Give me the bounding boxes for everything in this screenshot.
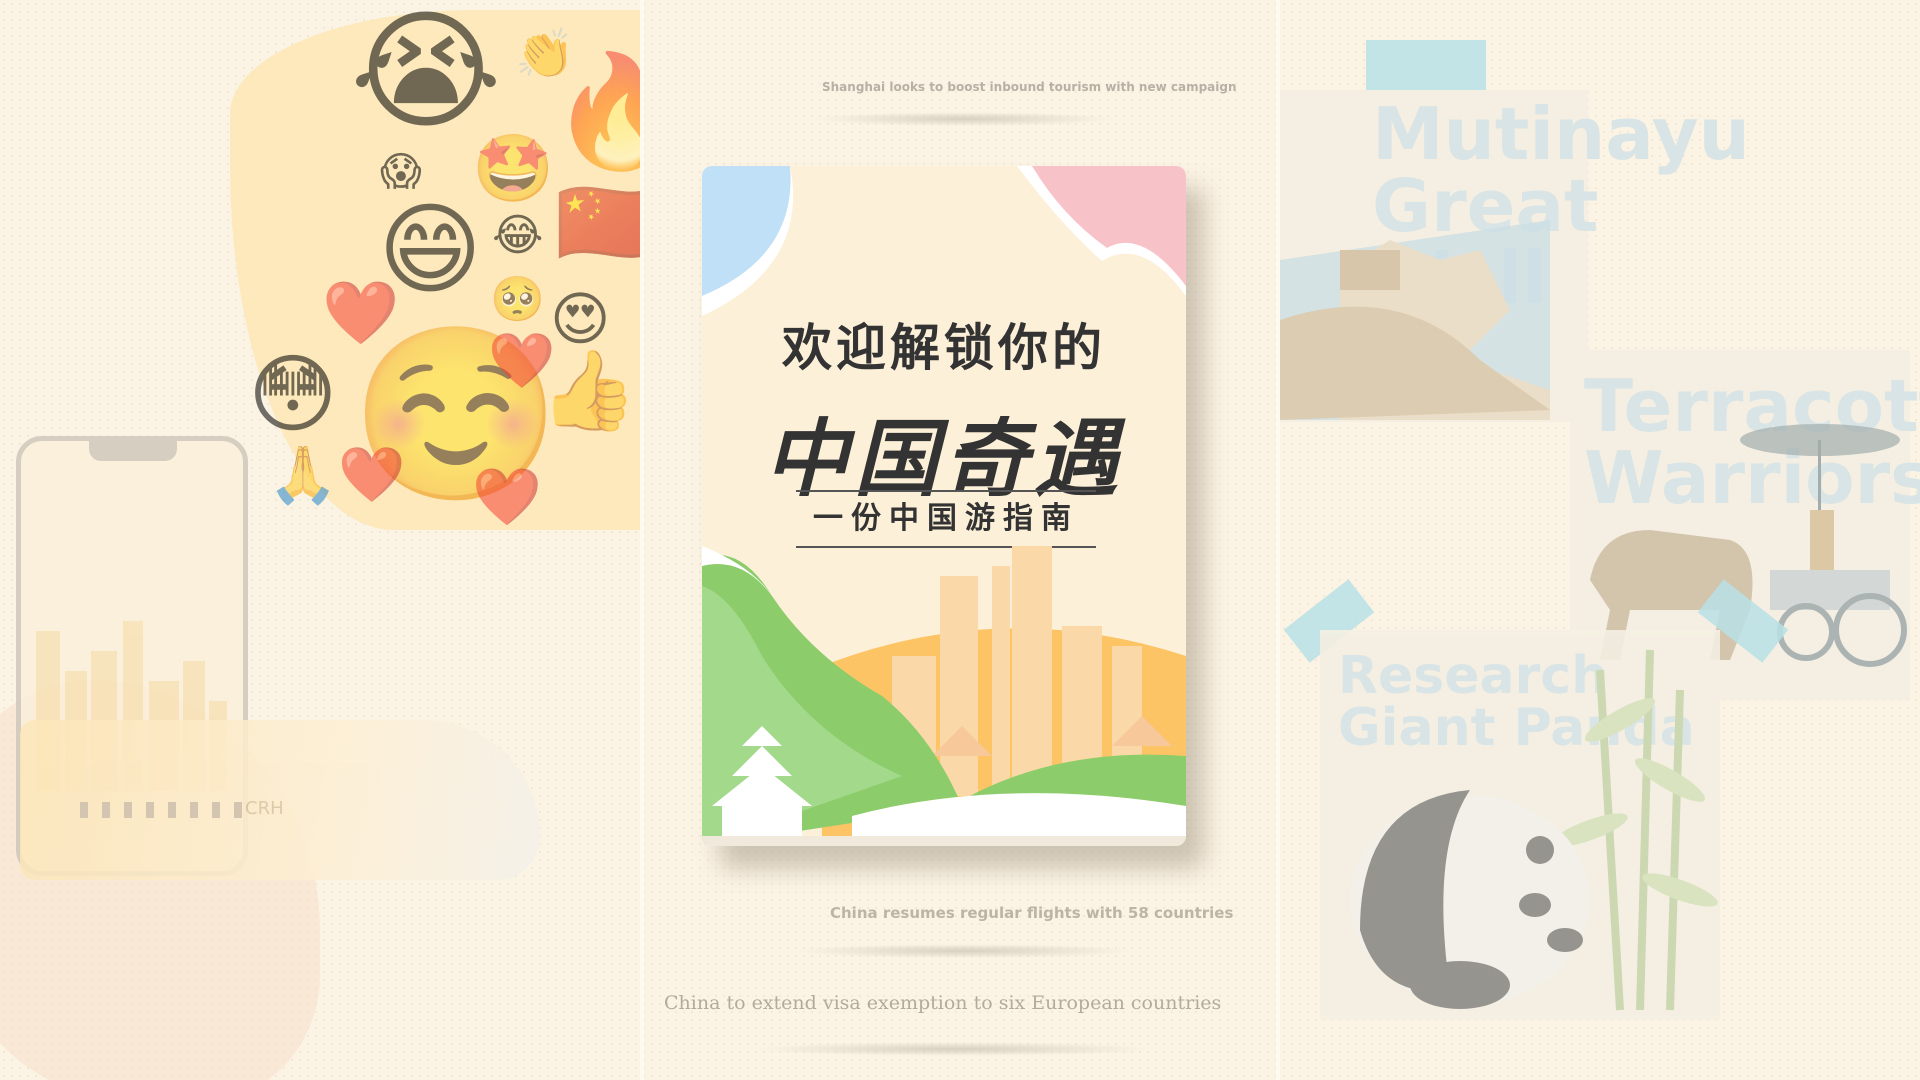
china-flag-emoji: 🇨🇳: [555, 173, 640, 271]
emoji-cloud: [230, 10, 640, 530]
flushed-emoji: 😳: [248, 345, 338, 445]
heart-eyes-emoji: 😍: [550, 285, 611, 353]
heart-emoji: ❤️: [488, 329, 556, 392]
guide-book-cover[interactable]: 欢迎解锁你的 中国奇遇 一份中国游指南: [702, 166, 1186, 846]
caption-shadow: [814, 112, 1114, 126]
panda-illustration: [1350, 649, 1718, 1011]
book-corner-shapes: [702, 166, 1186, 316]
caption-visa-exemption: China to extend visa exemption to six Eu…: [664, 992, 1222, 1014]
book-landscape-illustration: [702, 546, 1186, 846]
smiling-emoji: ☺️: [350, 316, 562, 514]
divider-right: [1276, 0, 1280, 1080]
center-panel: Shanghai looks to boost inbound tourism …: [644, 0, 1276, 1080]
fire-emoji: 🔥: [550, 47, 640, 175]
pray-emoji: 🙏: [268, 443, 338, 508]
train-illustration: CRH: [20, 720, 540, 880]
crying-emoji: 😭: [350, 0, 502, 147]
great-wall-card: Mutinayu Great Wall: [1280, 90, 1750, 422]
train-label: CRH: [245, 798, 284, 819]
pleading-emoji: 🥺: [490, 274, 545, 325]
caption-shadow: [794, 944, 1134, 958]
caption-shanghai-tourism: Shanghai looks to boost inbound tourism …: [822, 80, 1237, 94]
thumbs-up-emoji: 👍: [540, 346, 638, 436]
caption-flights: China resumes regular flights with 58 co…: [830, 904, 1234, 922]
caption-shadow: [754, 1042, 1154, 1056]
book-subtitle-frame: 一份中国游指南: [796, 490, 1096, 548]
divider-left: [640, 0, 644, 1080]
train-windows: [80, 802, 256, 822]
right-panel: Mutinayu Great Wall Terracotta Warriors: [1280, 0, 1920, 1080]
book-title-line1: 欢迎解锁你的: [782, 319, 1106, 377]
heart-emoji: ❤️: [472, 465, 542, 530]
panda-card: Research Giant Panda: [1320, 630, 1720, 1020]
left-panel: 😭 👏 🔥 😱 🤩 🇨🇳 😄 😂 🥺 😍 ❤️ 😳 ☺️ ❤️ 👍 🙏 ❤️ ❤…: [0, 0, 640, 1080]
grin-emoji: 😄: [378, 191, 483, 308]
joy-emoji: 😂: [492, 210, 544, 261]
great-wall-illustration: [1280, 220, 1550, 420]
scream-emoji: 😱: [380, 149, 422, 195]
clap-emoji: 👏: [515, 26, 575, 82]
book-subtitle: 一份中国游指南: [813, 501, 1079, 536]
tape-strip: [1366, 40, 1486, 90]
star-struck-emoji: 🤩: [472, 130, 555, 207]
heart-emoji: ❤️: [338, 443, 406, 506]
phone-notch: [89, 439, 177, 461]
heart-emoji: ❤️: [322, 276, 400, 349]
